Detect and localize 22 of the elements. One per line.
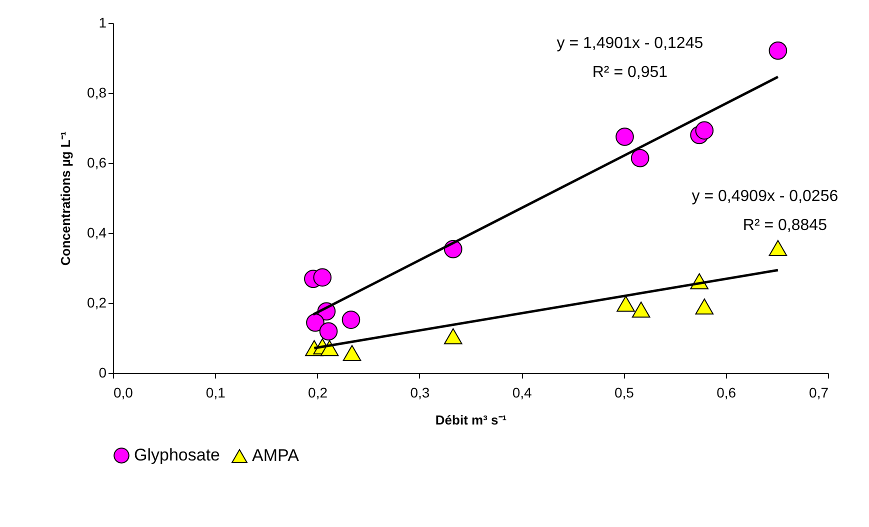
y-tick-label: 1 (98, 14, 107, 30)
x-tick-label: 0,7 (809, 384, 829, 400)
y-tick-label: 0,6 (87, 154, 107, 170)
x-tick-label: 0,3 (410, 384, 430, 400)
annotation: R² = 0,8845 (742, 217, 828, 234)
x-tick-label: 0,6 (716, 384, 736, 400)
y-tick-label: 0,2 (87, 294, 107, 310)
x-axis-title: Débit m³ s⁻¹ (435, 412, 507, 428)
legend-label: Glyphosate (134, 446, 220, 465)
x-tick-label: 0,5 (614, 384, 634, 400)
annotation: R² = 0,951 (592, 64, 668, 81)
x-tick-label: 0,4 (512, 384, 532, 400)
y-axis-title: Concentrations µg L⁻¹ (58, 131, 74, 266)
y-tick-label: 0 (98, 364, 107, 380)
x-tick-label: 0,1 (206, 384, 226, 400)
annotation: y = 1,4901x - 0,1245 (556, 34, 704, 52)
x-tick-label: 0,2 (308, 384, 328, 400)
annotation: y = 0,4909x - 0,0256 (692, 188, 838, 206)
legend-label: AMPA (252, 446, 300, 466)
y-tick-label: 0,4 (87, 224, 107, 240)
x-tick-label: 0,0 (114, 384, 134, 400)
y-tick-label: 0,8 (87, 84, 107, 100)
